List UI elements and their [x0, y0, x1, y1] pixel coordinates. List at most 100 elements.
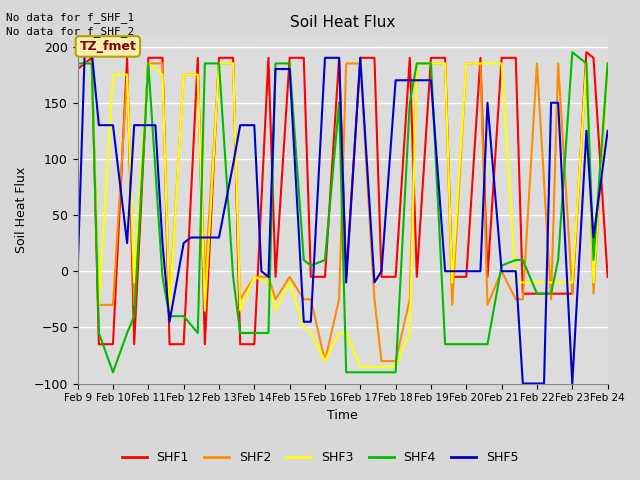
SHF1	[568, 291, 576, 297]
SHF4	[335, 100, 343, 106]
SHF4	[109, 370, 117, 375]
SHF1	[406, 55, 413, 60]
SHF4	[554, 257, 562, 263]
SHF2	[300, 297, 308, 302]
SHF1	[427, 55, 435, 60]
SHF1	[307, 274, 315, 280]
SHF4	[201, 60, 209, 66]
SHF2	[321, 358, 329, 364]
SHF3	[406, 330, 413, 336]
SHF2	[145, 60, 152, 66]
SHF3	[378, 364, 385, 370]
SHF4	[568, 49, 576, 55]
SHF4	[441, 341, 449, 347]
SHF3	[131, 279, 138, 285]
SHF1	[74, 66, 81, 72]
SHF3	[201, 308, 209, 313]
SHF2	[166, 302, 173, 308]
SHF2	[568, 291, 576, 297]
SHF5	[604, 128, 611, 134]
SHF2	[554, 60, 562, 66]
SHF1	[109, 341, 117, 347]
SHF5	[187, 235, 195, 240]
SHF1	[286, 55, 294, 60]
SHF2	[547, 297, 555, 302]
SHF2	[124, 72, 131, 78]
SHF4	[131, 313, 138, 319]
SHF4	[547, 291, 555, 297]
SHF5	[81, 49, 88, 55]
SHF4	[271, 60, 279, 66]
SHF3	[286, 279, 294, 285]
SHF2	[371, 297, 378, 302]
SHF2	[582, 60, 590, 66]
SHF4	[194, 330, 202, 336]
SHF1	[477, 55, 484, 60]
SHF4	[180, 313, 188, 319]
SHF3	[145, 60, 152, 66]
SHF1	[519, 291, 527, 297]
SHF5	[589, 235, 597, 240]
Text: No data for f_SHF_1: No data for f_SHF_1	[6, 12, 134, 23]
SHF1	[498, 55, 506, 60]
SHF1	[321, 274, 329, 280]
SHF3	[371, 364, 378, 370]
SHF3	[88, 60, 95, 66]
SHF2	[498, 268, 506, 274]
SHF3	[441, 60, 449, 66]
Line: SHF1: SHF1	[77, 52, 607, 344]
SHF3	[229, 60, 237, 66]
SHF1	[201, 341, 209, 347]
SHF5	[463, 268, 470, 274]
Legend: SHF1, SHF2, SHF3, SHF4, SHF5: SHF1, SHF2, SHF3, SHF4, SHF5	[116, 446, 524, 469]
SHF4	[95, 330, 102, 336]
SHF3	[484, 60, 492, 66]
SHF4	[392, 370, 399, 375]
SHF1	[250, 341, 258, 347]
SHF1	[342, 274, 350, 280]
SHF1	[356, 55, 364, 60]
SHF1	[236, 341, 244, 347]
SHF2	[201, 279, 209, 285]
SHF3	[582, 60, 590, 66]
SHF4	[300, 257, 308, 263]
SHF4	[533, 291, 541, 297]
SHF1	[463, 274, 470, 280]
SHF3	[124, 72, 131, 78]
SHF1	[392, 274, 399, 280]
SHF3	[554, 279, 562, 285]
SHF3	[427, 60, 435, 66]
X-axis label: Time: Time	[327, 409, 358, 422]
SHF2	[533, 60, 541, 66]
Line: SHF2: SHF2	[77, 63, 607, 361]
SHF3	[109, 72, 117, 78]
SHF4	[356, 370, 364, 375]
SHF4	[427, 60, 435, 66]
SHF3	[342, 330, 350, 336]
SHF4	[371, 370, 378, 375]
SHF4	[498, 263, 506, 268]
SHF3	[180, 72, 188, 78]
SHF2	[413, 60, 420, 66]
SHF2	[356, 60, 364, 66]
SHF4	[145, 60, 152, 66]
SHF1	[604, 274, 611, 280]
Text: No data for f_SHF_2: No data for f_SHF_2	[6, 26, 134, 37]
SHF4	[159, 274, 166, 280]
SHF2	[512, 297, 520, 302]
SHF2	[477, 60, 484, 66]
SHF4	[166, 313, 173, 319]
SHF4	[229, 274, 237, 280]
SHF1	[582, 49, 590, 55]
SHF2	[95, 302, 102, 308]
SHF5	[427, 77, 435, 83]
SHF2	[131, 302, 138, 308]
SHF2	[342, 60, 350, 66]
SHF1	[300, 55, 308, 60]
SHF3	[250, 274, 258, 280]
SHF1	[95, 341, 102, 347]
SHF2	[159, 60, 166, 66]
SHF3	[194, 72, 202, 78]
Text: TZ_fmet: TZ_fmet	[79, 40, 136, 53]
SHF4	[463, 341, 470, 347]
